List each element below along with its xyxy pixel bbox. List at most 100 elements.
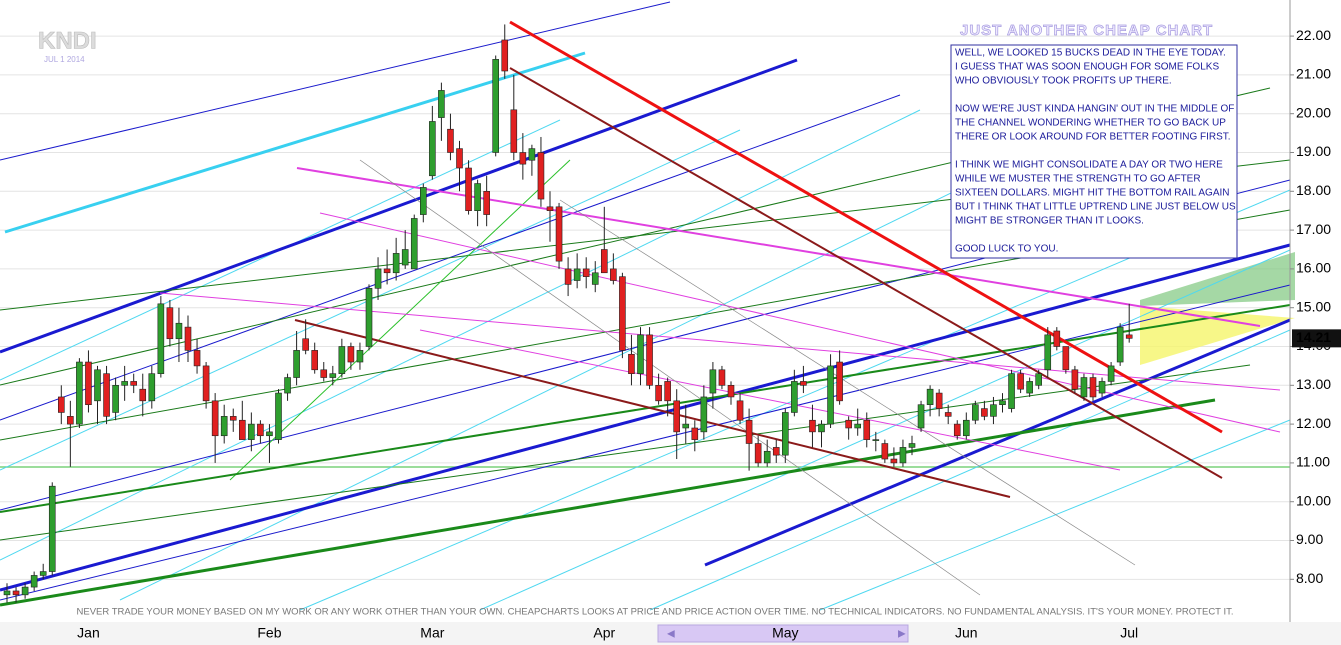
y-tick-label: 8.00 <box>1296 570 1323 586</box>
y-tick-label: 18.00 <box>1296 182 1331 198</box>
candle-body <box>655 385 662 402</box>
green-mid <box>0 304 1291 513</box>
candle-body <box>854 423 862 429</box>
brown-line <box>509 67 1223 479</box>
gray-lines <box>359 159 1136 596</box>
candle-body <box>157 303 165 374</box>
candle-body <box>619 276 626 351</box>
candle-body <box>401 249 409 266</box>
candle-body <box>754 443 762 464</box>
candle-body <box>736 400 744 421</box>
candle-body <box>148 373 156 402</box>
candle-body <box>1062 346 1070 371</box>
candle-body <box>1089 377 1097 398</box>
last-price: 14.21 <box>1296 329 1331 345</box>
candle-body <box>1026 381 1033 394</box>
x-tick-label: Jun <box>955 625 978 641</box>
candle-body <box>1044 334 1052 371</box>
candle-body <box>818 423 825 433</box>
candle-body <box>456 148 463 169</box>
candle-body <box>338 346 346 374</box>
candle-body <box>30 575 38 588</box>
candle-body <box>745 419 753 444</box>
annotation-box <box>950 44 1238 259</box>
candle-body <box>990 404 997 417</box>
scrollbar[interactable] <box>657 624 909 643</box>
candle-body <box>981 408 988 417</box>
y-tick-label: 11.00 <box>1296 454 1330 470</box>
candle-body <box>1053 330 1061 347</box>
candle-body <box>962 419 970 437</box>
candle-body <box>12 590 20 596</box>
annotation-line: THE CHANNEL WONDERING WHETHER TO GO BACK… <box>955 118 1226 129</box>
red-line <box>509 20 1223 434</box>
candle-body <box>284 377 291 394</box>
candle-body <box>302 338 309 351</box>
candle-body <box>501 39 509 72</box>
candle-body <box>3 590 11 596</box>
candle-body <box>374 268 382 289</box>
candle-body <box>836 361 843 402</box>
candle-body <box>329 373 337 378</box>
symbol: KNDI <box>38 27 97 54</box>
annotation-line: BUT I THINK THAT LITTLE UPTREND LINE JUS… <box>955 202 1236 213</box>
disclaimer: NEVER TRADE YOUR MONEY BASED ON MY WORK … <box>77 607 1234 618</box>
candle-body <box>917 404 925 429</box>
y-tick-label: 17.00 <box>1296 221 1331 237</box>
scroll-left[interactable]: ◀ <box>667 629 675 640</box>
candle-body <box>492 59 500 153</box>
candle-body <box>229 416 237 421</box>
candle-body <box>691 427 699 440</box>
candle-body <box>447 128 454 153</box>
candle-body <box>1017 373 1024 390</box>
candle-body <box>85 361 92 406</box>
annotation-line: THERE OR LOOK AROUND FOR BETTER FOOTING … <box>955 132 1231 143</box>
candle-body <box>175 322 183 340</box>
cyan-lines <box>0 109 1291 611</box>
candle-body <box>537 152 545 200</box>
annotation-line: SIXTEEN DOLLARS. MIGHT HIT THE BOTTOM RA… <box>955 188 1230 199</box>
x-tick-label: Feb <box>257 625 281 641</box>
candle-body <box>827 365 834 425</box>
candle-body <box>21 586 29 596</box>
candle-body <box>1107 365 1115 382</box>
blue-channel <box>0 58 1291 592</box>
y-tick-label: 16.00 <box>1296 260 1331 276</box>
candle-body <box>103 373 110 417</box>
candle-body <box>944 412 952 417</box>
annotation-line: I THINK WE MIGHT CONSOLIDATE A DAY OR TW… <box>955 160 1223 171</box>
candle-body <box>510 109 518 153</box>
y-tick-label: 12.00 <box>1296 415 1331 431</box>
candle-body <box>763 450 771 464</box>
candle-body <box>908 443 916 448</box>
y-axis-labels: 8.009.0010.0011.0012.0013.0014.0015.0016… <box>1290 27 1331 586</box>
candle-body <box>1116 326 1124 363</box>
annotation-line: WHO OBVIOUSLY TOOK PROFITS UP THERE. <box>955 76 1172 87</box>
candle-body <box>202 365 210 402</box>
candle-body <box>591 272 599 285</box>
annotation-line: I GUESS THAT WAS SOON ENOUGH FOR SOME FO… <box>955 62 1219 73</box>
x-tick-label: Jan <box>77 625 100 641</box>
brown-line <box>294 319 1011 498</box>
green-base <box>0 398 1216 607</box>
candle-body <box>275 392 282 440</box>
scroll-right[interactable]: ▶ <box>898 629 906 640</box>
y-tick-label: 22.00 <box>1296 27 1331 43</box>
candle-body <box>573 268 581 281</box>
candle-body <box>248 423 255 440</box>
candle-body <box>727 385 735 398</box>
candle-body <box>899 447 907 464</box>
candle-body <box>791 381 798 413</box>
candle-body <box>700 396 708 433</box>
candle-body <box>465 167 472 211</box>
candle-body <box>953 423 961 437</box>
annotation-line: WELL, WE LOOKED 15 BUCKS DEAD IN THE EYE… <box>955 48 1226 59</box>
y-tick-label: 9.00 <box>1296 531 1323 547</box>
candle-body <box>1035 373 1042 386</box>
candle-body <box>94 369 101 402</box>
candle-body <box>781 412 789 456</box>
x-tick-label: Apr <box>593 625 615 641</box>
annotation-line: GOOD LUCK TO YOU. <box>955 244 1058 255</box>
zone-yellow <box>1140 306 1295 365</box>
